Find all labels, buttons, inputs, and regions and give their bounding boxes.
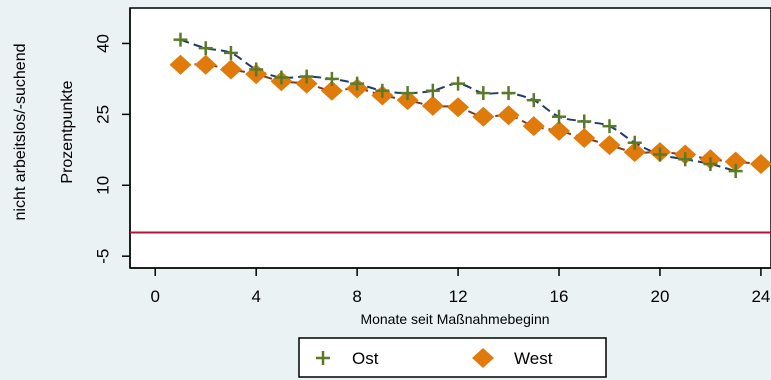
data-point-west — [421, 95, 444, 116]
legend-box — [298, 337, 607, 378]
data-point-west — [497, 105, 520, 126]
legend-items: Ost West — [316, 348, 553, 368]
legend-marker-west — [472, 348, 494, 368]
x-tick-label: 16 — [550, 287, 569, 306]
data-point-ost — [703, 157, 718, 171]
data-point-ost — [400, 86, 415, 101]
data-point-ost — [350, 76, 365, 91]
y-axis-title-group: nicht arbeitslos/-suchend Prozentpunkte — [12, 44, 76, 221]
data-point-west — [522, 116, 545, 137]
x-tick-label: 8 — [352, 287, 361, 306]
x-tick-label: 12 — [449, 287, 468, 306]
y-tick-label: 40 — [93, 34, 112, 53]
x-tick-label: 20 — [650, 287, 669, 306]
x-tick-label: 0 — [151, 287, 160, 306]
data-point-ost — [451, 76, 466, 91]
data-point-ost — [627, 135, 642, 150]
data-point-west — [194, 54, 217, 75]
data-point-ost — [223, 45, 238, 60]
data-point-ost — [198, 41, 213, 56]
data-point-west — [320, 80, 343, 101]
data-point-west — [724, 151, 747, 172]
x-tick-label: 4 — [251, 287, 260, 306]
data-point-ost — [249, 62, 264, 77]
data-point-ost — [425, 83, 440, 98]
y-axis-title-line-1: nicht arbeitslos/-suchend — [12, 44, 29, 221]
data-point-ost — [375, 83, 390, 98]
data-point-ost — [526, 93, 541, 108]
data-point-west — [295, 73, 318, 94]
data-point-west — [219, 59, 242, 80]
data-point-west — [749, 154, 771, 174]
data-point-west — [472, 106, 495, 127]
data-point-west — [396, 90, 419, 111]
legend-label-ost: Ost — [352, 349, 379, 368]
data-point-ost — [602, 119, 617, 134]
y-axis-title-line-2: Prozentpunkte — [59, 80, 76, 183]
plot-area — [129, 7, 771, 269]
data-point-west — [623, 142, 646, 163]
y-tick-label: 25 — [93, 105, 112, 124]
data-point-ost — [173, 32, 188, 47]
data-point-west — [548, 120, 571, 141]
legend-label-west: West — [514, 349, 553, 368]
data-point-west — [573, 128, 596, 148]
x-tick-label: 24 — [751, 287, 770, 306]
data-point-ost — [728, 164, 743, 179]
data-point-ost — [552, 109, 567, 124]
data-point-ost — [501, 86, 516, 101]
data-point-ost — [274, 70, 289, 85]
data-point-west — [598, 135, 621, 156]
y-tick-label: -5 — [93, 249, 112, 264]
x-axis: 0 4 8 12 16 20 24 — [130, 267, 771, 306]
y-tick-label: 10 — [93, 176, 112, 195]
legend-marker-ost — [316, 351, 330, 365]
data-point-ost — [324, 71, 339, 86]
data-point-west — [447, 97, 470, 118]
series-markers — [169, 32, 771, 179]
data-point-ost — [652, 147, 667, 162]
data-point-west — [169, 54, 192, 75]
data-point-ost — [678, 152, 693, 167]
legend: Ost West — [298, 337, 607, 378]
data-point-ost — [476, 86, 491, 101]
x-axis-title: Monate seit Maßnahmebeginn — [360, 311, 549, 327]
data-point-ost — [577, 114, 592, 129]
data-point-ost — [299, 69, 314, 84]
y-axis: -5 10 25 40 — [93, 8, 131, 268]
